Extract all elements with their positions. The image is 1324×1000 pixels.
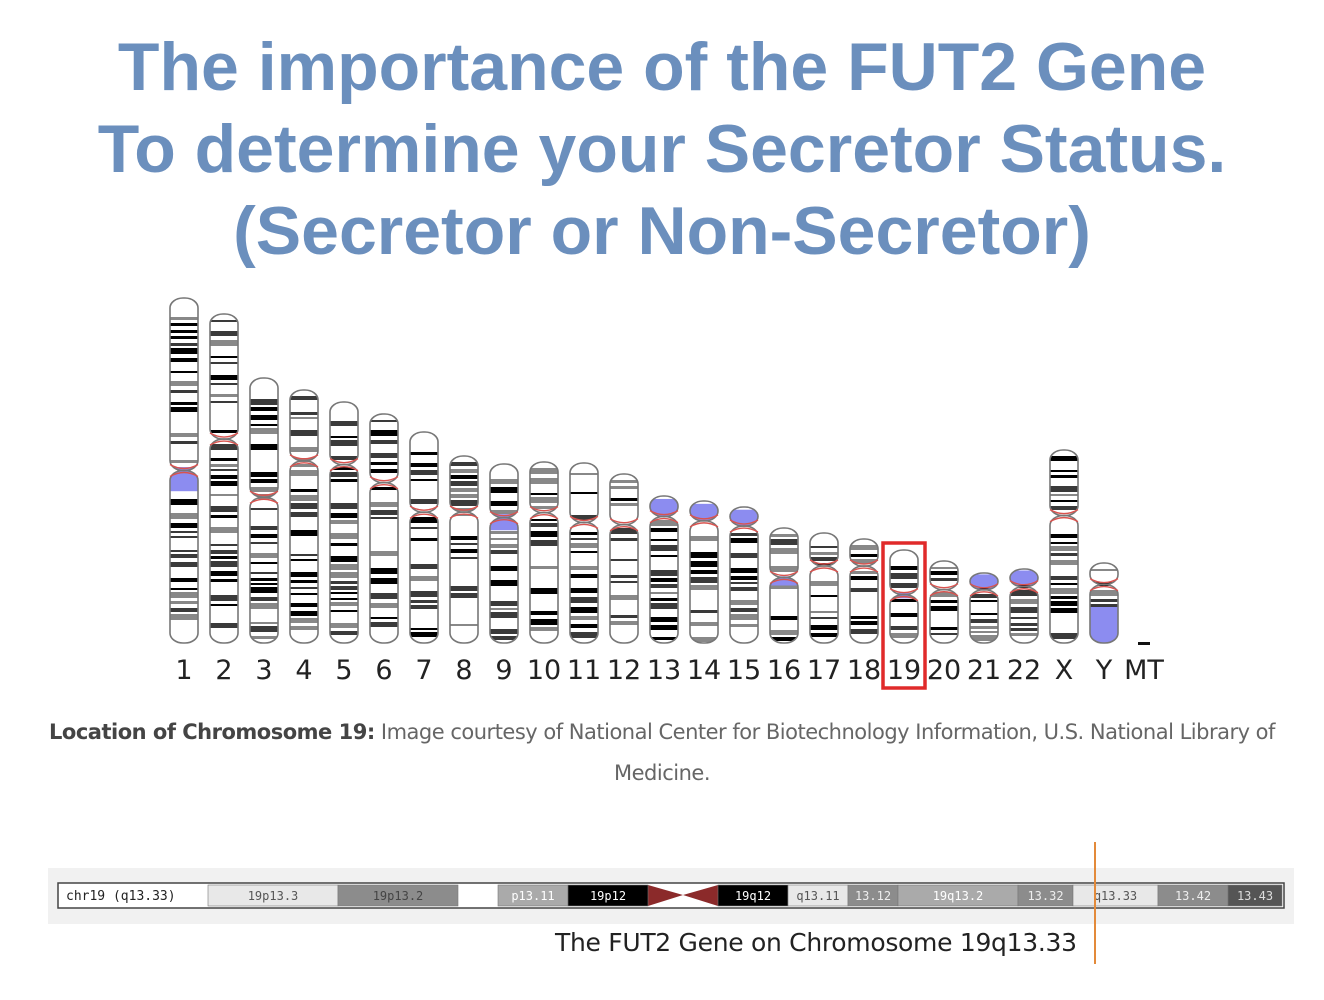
- chromosome-15: [729, 506, 759, 644]
- caption-text: Image courtesy of National Center for Bi…: [380, 720, 1276, 785]
- chromosome-22: [1009, 568, 1039, 644]
- chromosome-13: [649, 495, 679, 644]
- chromosome-label-1: 1: [175, 655, 192, 686]
- chromosome-10: [529, 461, 559, 644]
- chromosome-20: [929, 560, 959, 644]
- chr19-ideogram: chr19 (q13.33) 19p13.3 19p13.2 p13.11 19p12 1…: [57, 882, 1285, 909]
- chromosome-label-20: 20: [927, 655, 961, 686]
- chromosome-4: [289, 389, 319, 644]
- ideogram-band-label: 13.32: [1027, 889, 1063, 903]
- chromosome-3: [249, 377, 279, 644]
- ideogram-band-label: 13.43: [1237, 889, 1273, 903]
- chromosome-label-13: 13: [647, 655, 681, 686]
- chromosome-label-22: 22: [1007, 655, 1041, 686]
- caption-bold: Location of Chromosome 19:: [49, 720, 375, 744]
- chromosome-19: [889, 549, 919, 644]
- ideogram-band-label: 19p12: [590, 889, 626, 903]
- chromosome-mt: [1138, 642, 1150, 645]
- chromosome-7: [409, 431, 439, 644]
- chromosome-label-6: 6: [375, 655, 392, 686]
- chromosome-label-17: 17: [807, 655, 841, 686]
- title-line-1: The importance of the FUT2 Gene: [117, 29, 1207, 105]
- image-caption: Location of Chromosome 19: Image courtes…: [20, 712, 1304, 794]
- chromosome-2: [209, 313, 239, 644]
- chromosome-17: [809, 532, 839, 644]
- ideogram-band-label: p13.11: [511, 889, 554, 903]
- chromosome-X: [1049, 449, 1079, 644]
- chromosome-1: [169, 297, 199, 644]
- chromosome-label-16: 16: [767, 655, 801, 686]
- ideogram-band-label: q13.33: [1094, 889, 1137, 903]
- chromosome-label-10: 10: [527, 655, 561, 686]
- ideogram-band: [567, 884, 649, 907]
- chromosome-label-X: X: [1055, 655, 1074, 686]
- ideogram-band: [337, 884, 459, 907]
- chromosome-label-15: 15: [727, 655, 761, 686]
- chromosome-8: [449, 455, 479, 644]
- chromosome-14: [689, 500, 719, 644]
- chromosome-label-3: 3: [255, 655, 272, 686]
- ideogram-band-label: 13.42: [1175, 889, 1211, 903]
- page-title: The importance of the FUT2 Gene To deter…: [0, 26, 1324, 272]
- ideogram-bands: 19p13.3 19p13.2 p13.11 19p12 19q12 q13.11 13.1…: [207, 884, 1283, 907]
- chromosome-11: [569, 462, 599, 644]
- gene-caption: The FUT2 Gene on Chromosome 19q13.33: [555, 928, 1077, 957]
- chromosome-label-4: 4: [295, 655, 312, 686]
- ideogram-label: chr19 (q13.33): [66, 889, 176, 904]
- chromosome-label-MT: MT: [1124, 655, 1164, 686]
- chromosome-9: [489, 463, 519, 644]
- chromosome-21: [969, 572, 999, 644]
- chromosome-label-19: 19: [887, 655, 921, 686]
- chromosome-label-5: 5: [335, 655, 352, 686]
- chromosome-label-11: 11: [567, 655, 601, 686]
- ideogram-band-label: 19p13.2: [373, 889, 424, 903]
- chromosome-label-8: 8: [455, 655, 472, 686]
- ideogram-band: [1227, 884, 1283, 907]
- chromosome-12: [609, 473, 639, 644]
- ideogram-band-label: 19q13.2: [933, 889, 984, 903]
- chromosome-label-9: 9: [495, 655, 512, 686]
- title-line-3: (Secretor or Non-Secretor): [233, 193, 1091, 269]
- chromosome-19-highlight-box: [881, 541, 927, 690]
- ideogram-band-label: 19q12: [735, 889, 771, 903]
- chromosome-label-2: 2: [215, 655, 232, 686]
- title-line-2: To determine your Secretor Status.: [97, 111, 1227, 187]
- chromosome-18: [849, 538, 879, 644]
- chromosome-16: [769, 527, 799, 644]
- ideogram-band-label: q13.11: [796, 889, 839, 903]
- karyotype-diagram: 1 2 3 4 5 6 7 8 9 10 11 12 13 14 15 16 17 18 19 20 21 22 X Y MT: [169, 297, 1164, 690]
- ideogram-band-label: 13.12: [855, 889, 891, 903]
- chromosome-label-14: 14: [687, 655, 721, 686]
- fut2-marker-line: [1094, 842, 1096, 964]
- ideogram-band-label: 19p13.3: [248, 889, 299, 903]
- chromosome-label-7: 7: [415, 655, 432, 686]
- chromosome-label-21: 21: [967, 655, 1001, 686]
- chromosome-Y: [1089, 562, 1119, 644]
- chromosome-label-Y: Y: [1095, 655, 1113, 686]
- chromosome-6: [369, 413, 399, 644]
- chromosome-5: [329, 401, 359, 644]
- chromosome-label-18: 18: [847, 655, 881, 686]
- chromosome-label-12: 12: [607, 655, 641, 686]
